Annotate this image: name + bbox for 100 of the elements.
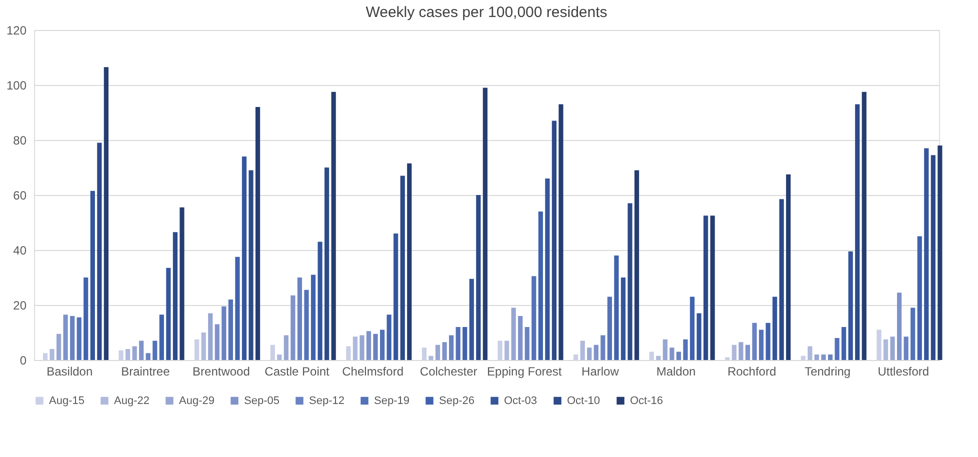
bar xyxy=(545,178,550,360)
bar xyxy=(70,316,75,360)
bar xyxy=(310,274,316,360)
legend-label: Oct-16 xyxy=(630,394,664,407)
bar xyxy=(297,278,302,360)
bar xyxy=(235,256,240,360)
bar xyxy=(834,338,840,360)
bar xyxy=(242,156,247,360)
bar xyxy=(255,107,260,360)
y-tick-label: 100 xyxy=(6,78,27,92)
bar xyxy=(159,314,164,360)
bar xyxy=(469,278,474,360)
chart-title: Weekly cases per 100,000 residents xyxy=(366,4,608,21)
bar xyxy=(407,163,412,360)
bar xyxy=(498,340,502,360)
bar xyxy=(842,327,846,360)
bar xyxy=(538,212,543,360)
x-tick-label: Colchester xyxy=(420,364,478,378)
bar xyxy=(422,348,427,360)
bar xyxy=(435,344,440,360)
bar xyxy=(126,349,130,360)
bar xyxy=(683,339,688,360)
bar xyxy=(676,352,681,360)
bar xyxy=(360,335,364,360)
bar xyxy=(634,170,640,360)
bar xyxy=(904,336,908,360)
x-tick-label: Castle Point xyxy=(264,364,330,378)
bar xyxy=(139,340,144,360)
bar xyxy=(607,296,612,360)
bar xyxy=(346,346,351,360)
bar xyxy=(172,232,178,360)
bar xyxy=(84,278,88,360)
bar xyxy=(690,296,695,360)
y-tick-label: 60 xyxy=(13,188,27,202)
bar xyxy=(386,314,392,360)
bar xyxy=(649,352,654,360)
bar xyxy=(848,251,853,360)
bar xyxy=(511,308,516,360)
bar xyxy=(63,314,68,360)
bar xyxy=(56,334,62,360)
x-tick-label: Braintree xyxy=(121,364,170,378)
legend-label: Sep-05 xyxy=(244,394,280,407)
bar xyxy=(614,256,619,360)
bar xyxy=(930,155,936,360)
bar xyxy=(897,292,902,360)
bar xyxy=(214,324,220,360)
y-tick-label: 40 xyxy=(13,244,27,258)
bar xyxy=(594,344,598,360)
bar xyxy=(373,334,378,360)
y-tick-label: 0 xyxy=(20,354,27,368)
bar xyxy=(394,234,398,360)
bar xyxy=(883,339,888,360)
x-tick-label: Harlow xyxy=(582,364,620,378)
legend-label: Sep-12 xyxy=(309,394,344,407)
legend-label: Aug-15 xyxy=(49,394,84,407)
bar xyxy=(352,336,358,360)
x-tick-label: Maldon xyxy=(656,364,696,378)
bar xyxy=(152,340,158,360)
bar xyxy=(732,344,736,360)
bar xyxy=(628,203,632,360)
bar xyxy=(380,330,385,360)
bar xyxy=(766,322,770,360)
x-tick-label: Tendring xyxy=(804,364,851,378)
bar xyxy=(428,356,434,360)
bar xyxy=(710,216,715,360)
bar xyxy=(532,276,536,360)
bar xyxy=(104,67,108,360)
bar xyxy=(42,353,48,360)
y-tick-label: 80 xyxy=(13,134,27,148)
bar xyxy=(277,354,282,360)
bar xyxy=(228,300,233,360)
bar xyxy=(201,332,206,360)
bar xyxy=(90,190,95,360)
x-tick-label: Uttlesford xyxy=(878,364,930,378)
bar xyxy=(890,336,895,360)
bar xyxy=(449,335,454,360)
bar xyxy=(600,335,606,360)
bar xyxy=(779,199,784,360)
bar xyxy=(800,356,806,360)
bar xyxy=(524,327,530,360)
bar xyxy=(580,340,585,360)
bar xyxy=(482,88,488,360)
bar xyxy=(772,296,778,360)
bar xyxy=(180,207,184,360)
bar xyxy=(304,290,309,360)
bar xyxy=(76,317,82,360)
bar xyxy=(462,327,468,360)
bar xyxy=(821,354,826,360)
legend-label: Oct-03 xyxy=(504,394,538,407)
bar xyxy=(476,195,481,360)
bar xyxy=(696,313,702,360)
bar xyxy=(758,330,764,360)
bar xyxy=(703,216,708,360)
bar xyxy=(786,174,791,360)
bar xyxy=(855,104,860,360)
bar xyxy=(166,268,171,360)
legend-label: Sep-19 xyxy=(374,394,410,407)
bar xyxy=(400,176,405,360)
bar xyxy=(118,350,124,360)
bar xyxy=(924,148,929,360)
